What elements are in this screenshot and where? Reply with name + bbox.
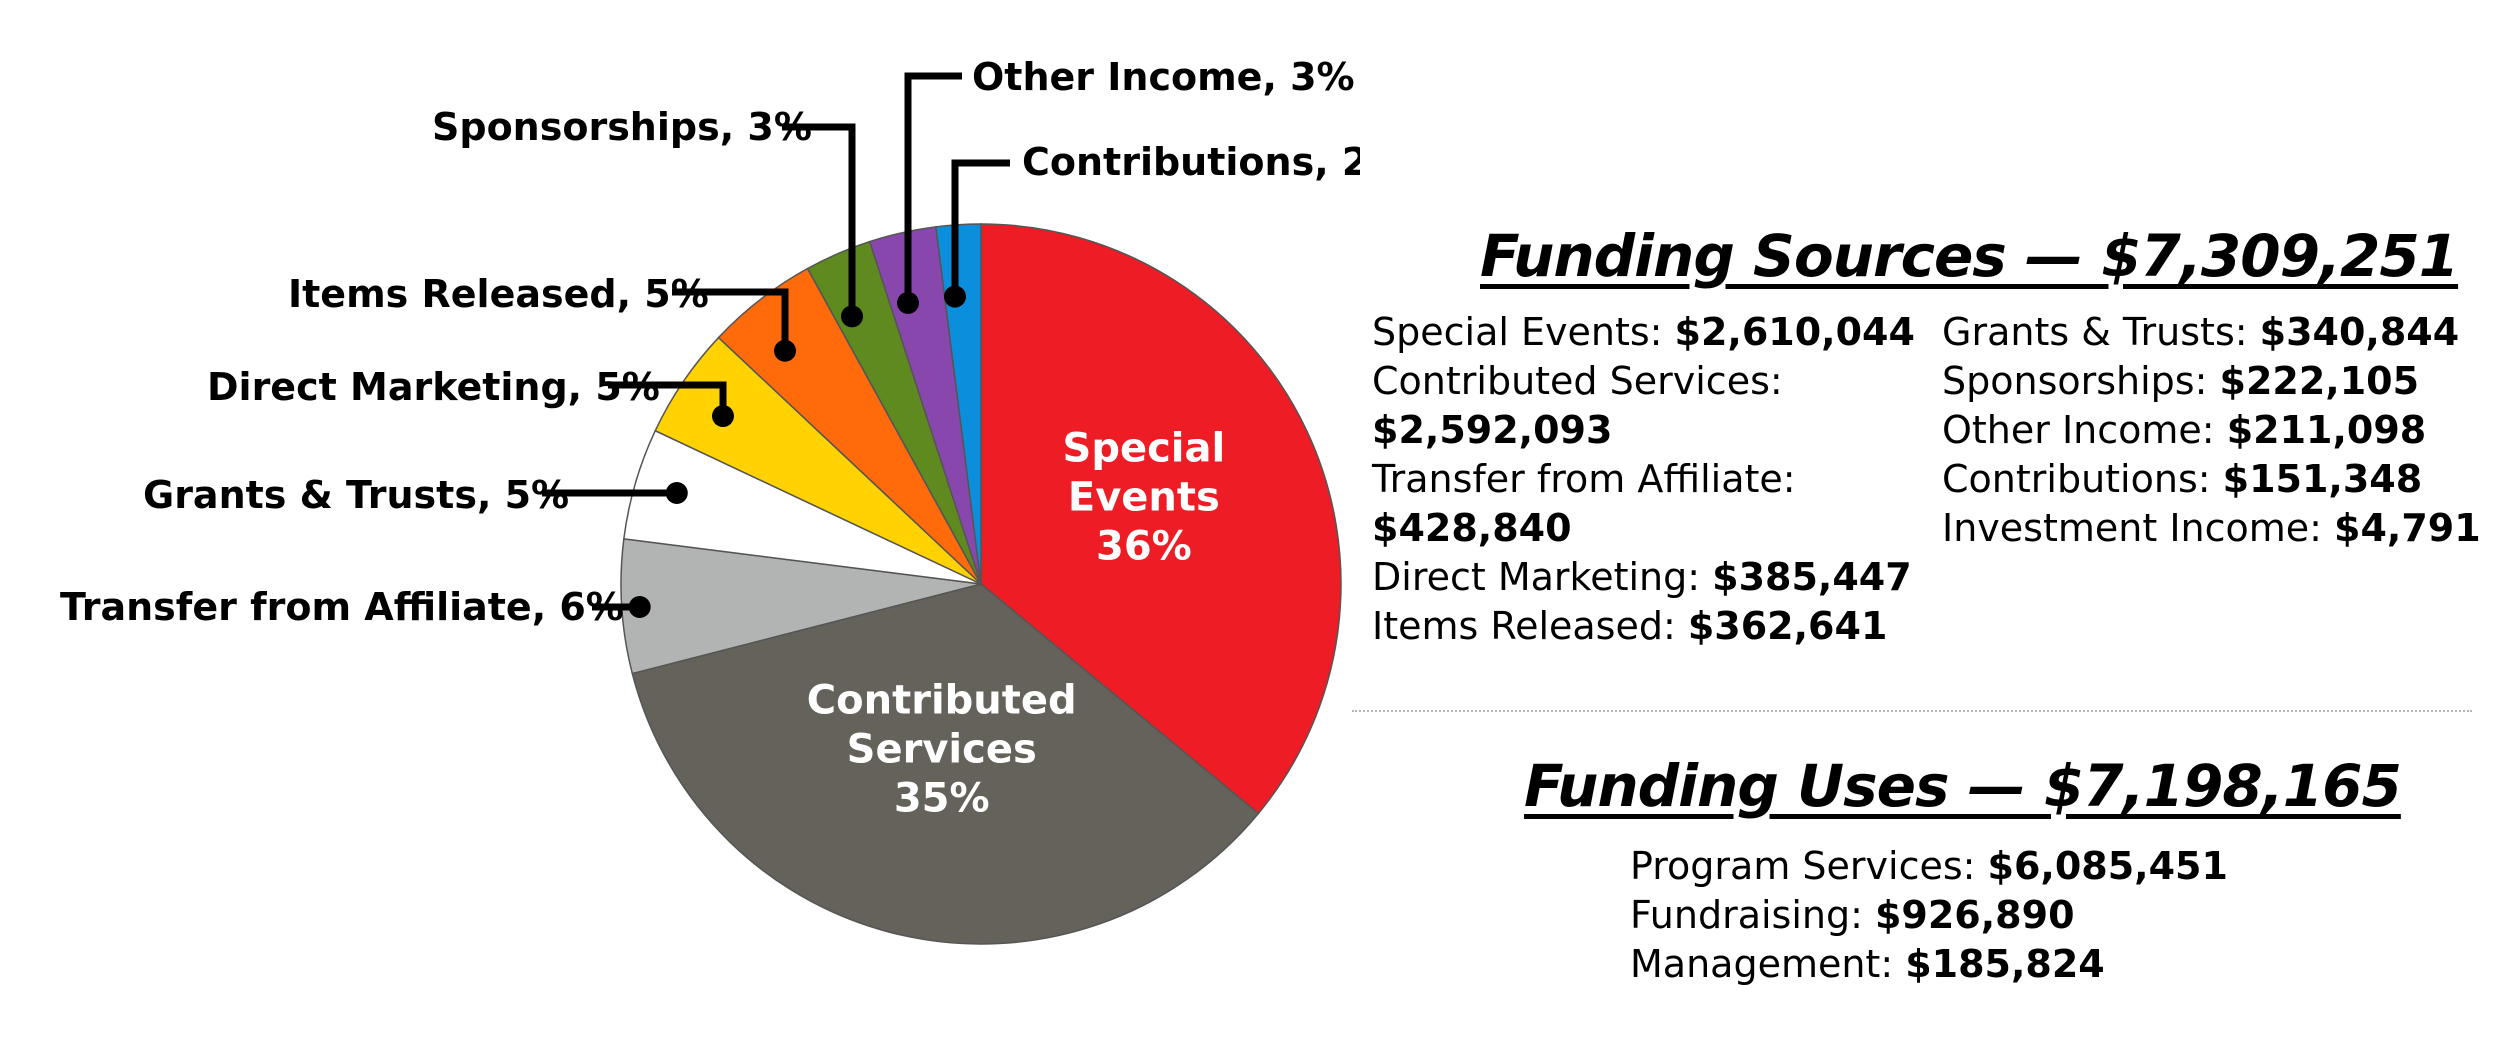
sources-right-column: Grants & Trusts: $340,844 Sponsorships: … [1942,308,2482,553]
source-item: Investment Income: $4,791 [1942,506,2481,550]
callout-dot [841,305,863,328]
source-item: Items Released: $362,641 [1372,604,1888,648]
callout-leader [782,123,856,317]
callout-items-released: Items Released, 5% [288,272,796,362]
callout-dot [897,291,919,314]
callout-label: Items Released, 5% [288,272,709,316]
callout-dot [712,405,734,428]
callout-label: Sponsorships, 3% [432,105,812,149]
source-item: Special Events: $2,610,044 [1372,310,1915,354]
section-divider [1352,710,2472,712]
callout-contributions: Contributions, 2% [944,140,1360,308]
callout-dot [944,285,966,308]
callout-other-income: Other Income, 3% [897,55,1355,314]
callout-label: Transfer from Affiliate, 6% [60,585,624,629]
use-item: Program Services: $6,085,451 [1630,844,2228,888]
source-item: Direct Marketing: $385,447 [1372,555,1912,599]
pie-slice-special-events [980,223,1342,815]
callout-label: Grants & Trusts, 5% [143,473,569,517]
source-item: Contributions: $151,348 [1942,457,2423,501]
funding-sources-title: Funding Sources — $7,309,251 [1480,222,2459,290]
callout-leader [672,288,789,351]
callout-dot [774,339,796,362]
source-item: Transfer from Affiliate: $428,840 [1372,457,1796,550]
uses-list: Program Services: $6,085,451 Fundraising… [1630,842,2330,989]
source-item: Other Income: $211,098 [1942,408,2427,452]
callout-transfer-from-affiliate: Transfer from Affiliate, 6% [60,585,651,629]
source-item: Grants & Trusts: $340,844 [1942,310,2460,354]
callout-grants-and-trusts: Grants & Trusts, 5% [143,473,688,517]
callout-label: Contributions, 2% [1022,140,1360,184]
use-item: Fundraising: $926,890 [1630,893,2075,937]
use-item: Management: $185,824 [1630,942,2105,986]
callout-dot [628,596,651,618]
callout-sponsorships: Sponsorships, 3% [432,105,863,328]
callout-dot [665,482,688,504]
slice-label-contributed-services: Contributed Services 35% [807,678,1077,822]
pie-chart: Special Events 36% Contributed Services 35% Tr… [60,55,1360,945]
source-item: Sponsorships: $222,105 [1942,359,2420,403]
funding-uses-title: Funding Uses — $7,198,165 [1524,752,2402,820]
source-item: Contributed Services: $2,592,093 [1372,359,1783,452]
callout-leader [904,72,962,303]
slice-label-special-events: Special Events 36% [1063,425,1226,569]
pie-slice-contributed-services [631,583,1260,945]
callout-label: Other Income, 3% [972,55,1355,99]
callout-direct-marketing: Direct Marketing, 5% [207,365,734,428]
sources-left-column: Special Events: $2,610,044 Contributed S… [1372,308,1915,651]
callout-label: Direct Marketing, 5% [207,365,660,409]
callout-leader [951,159,1010,297]
